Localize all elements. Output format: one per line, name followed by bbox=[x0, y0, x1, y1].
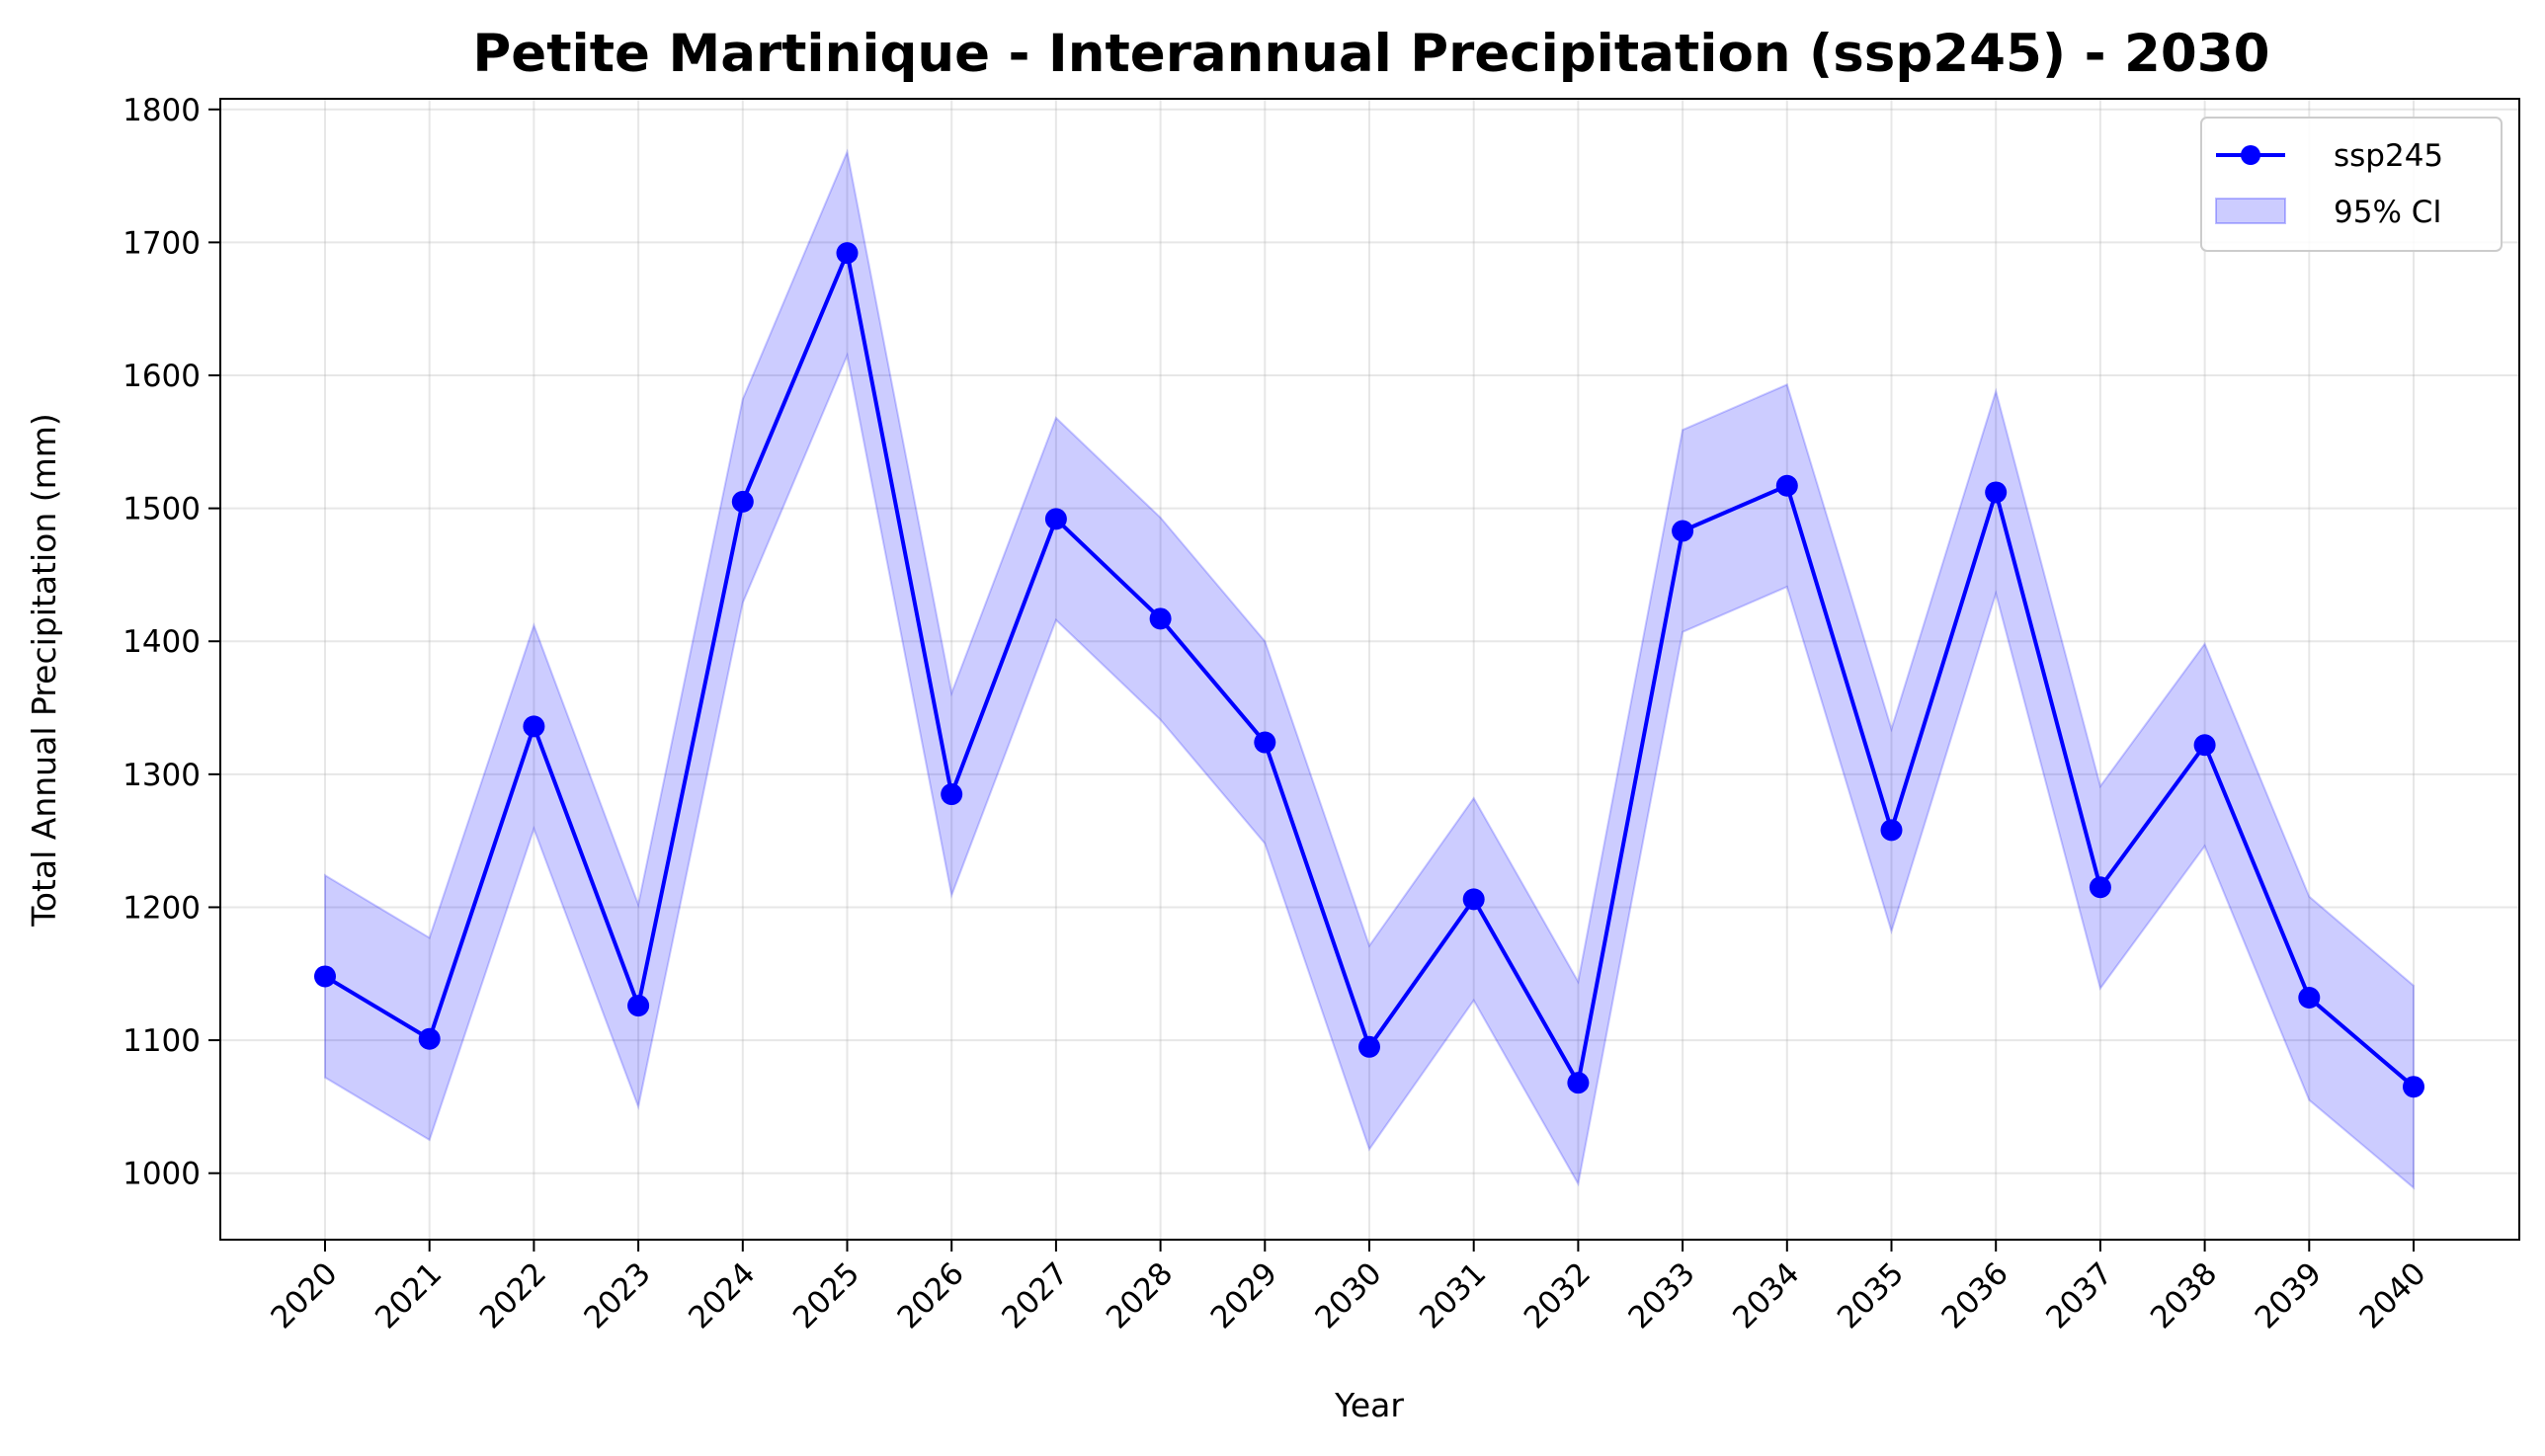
data-point bbox=[1462, 888, 1485, 911]
x-tick-label: 2040 bbox=[2352, 1255, 2432, 1335]
data-point bbox=[2193, 734, 2216, 757]
data-point bbox=[314, 965, 336, 988]
legend-series-label: ssp245 bbox=[2334, 138, 2443, 174]
x-tick-label: 2033 bbox=[1622, 1255, 1702, 1335]
legend-marker-swatch bbox=[2241, 145, 2260, 165]
ci-band-group bbox=[324, 148, 2415, 1190]
y-tick-label: 1500 bbox=[123, 492, 201, 527]
x-tick-label: 2022 bbox=[473, 1255, 553, 1335]
data-point bbox=[1358, 1035, 1380, 1058]
y-tick-label: 1000 bbox=[123, 1157, 201, 1192]
data-point bbox=[1567, 1072, 1590, 1094]
data-point bbox=[523, 715, 545, 738]
data-point bbox=[2298, 987, 2321, 1009]
y-axis-label: Total Annual Precipitation (mm) bbox=[25, 413, 63, 928]
chart-title: Petite Martinique - Interannual Precipit… bbox=[472, 24, 2269, 84]
x-tick-label: 2029 bbox=[1204, 1255, 1284, 1335]
x-tick-label: 2030 bbox=[1308, 1255, 1388, 1335]
legend-band-swatch bbox=[2215, 198, 2286, 224]
data-point bbox=[1044, 508, 1067, 530]
x-tick-label: 2028 bbox=[1100, 1255, 1180, 1335]
data-point bbox=[1254, 731, 1276, 754]
grid bbox=[220, 99, 2519, 1240]
data-point bbox=[731, 490, 754, 513]
x-tick-label: 2032 bbox=[1518, 1255, 1598, 1335]
data-point bbox=[2089, 876, 2111, 899]
y-tick-label: 1100 bbox=[123, 1023, 201, 1059]
legend-box bbox=[2200, 117, 2503, 252]
y-tick-label: 1700 bbox=[123, 225, 201, 261]
data-point bbox=[627, 995, 650, 1017]
x-tick-label: 2027 bbox=[995, 1255, 1075, 1335]
y-tick-label: 1400 bbox=[123, 624, 201, 660]
data-point bbox=[2403, 1076, 2424, 1098]
x-tick-label: 2023 bbox=[578, 1255, 658, 1335]
x-tick-label: 2035 bbox=[1831, 1255, 1911, 1335]
data-point bbox=[1149, 607, 1172, 630]
ci-band bbox=[324, 148, 2415, 1190]
y-tick-label: 1600 bbox=[123, 359, 201, 394]
x-tick-label: 2024 bbox=[682, 1255, 762, 1335]
data-point bbox=[1985, 481, 2008, 504]
data-point bbox=[418, 1027, 441, 1050]
x-tick-label: 2034 bbox=[1726, 1255, 1806, 1335]
y-axis: 1000 1100 1200 1300 1400 1500 1600 1700 1800 bbox=[123, 93, 220, 1192]
x-tick-label: 2020 bbox=[264, 1255, 344, 1335]
x-axis: 2020 2021 2022 2023 2024 2025 2026 2027 2028 2029… bbox=[264, 1240, 2433, 1335]
data-point bbox=[941, 783, 963, 806]
legend: ssp245 95% CI bbox=[2200, 117, 2503, 252]
x-tick-label: 2036 bbox=[1935, 1255, 2015, 1335]
x-tick-label: 2038 bbox=[2144, 1255, 2224, 1335]
data-point bbox=[1672, 520, 1694, 542]
x-tick-label: 2025 bbox=[786, 1255, 866, 1335]
series-group bbox=[314, 242, 2424, 1098]
data-point bbox=[1880, 819, 1903, 842]
y-tick-label: 1200 bbox=[123, 890, 201, 926]
x-tick-label: 2026 bbox=[891, 1255, 971, 1335]
x-tick-label: 2037 bbox=[2039, 1255, 2119, 1335]
data-point bbox=[836, 242, 859, 265]
x-tick-label: 2031 bbox=[1413, 1255, 1493, 1335]
y-tick-label: 1300 bbox=[123, 758, 201, 793]
x-tick-label: 2021 bbox=[369, 1255, 449, 1335]
data-point bbox=[1775, 474, 1798, 497]
legend-band-label: 95% CI bbox=[2334, 195, 2442, 230]
x-axis-label: Year bbox=[1334, 1386, 1404, 1424]
y-tick-label: 1800 bbox=[123, 93, 201, 128]
x-tick-label: 2039 bbox=[2249, 1255, 2329, 1335]
